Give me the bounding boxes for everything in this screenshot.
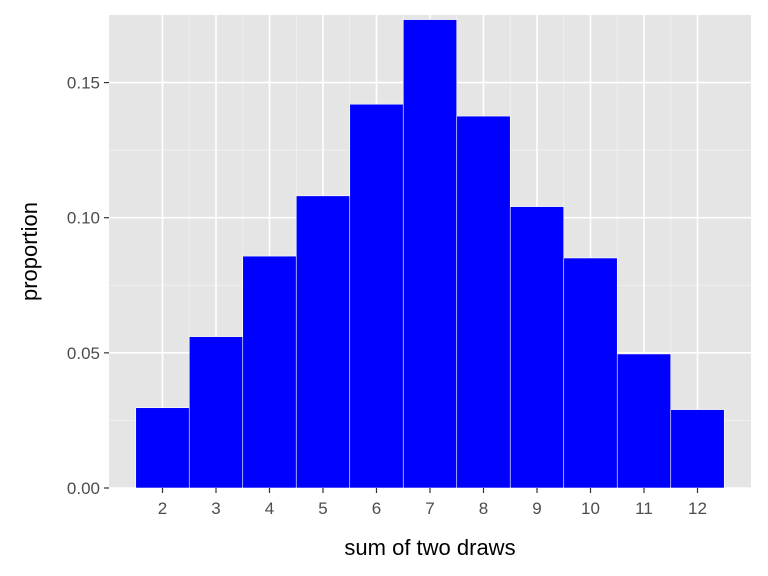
bar-4 <box>242 255 297 489</box>
y-axis-title: proportion <box>17 202 42 301</box>
bars <box>135 19 725 489</box>
x-tick-label: 10 <box>581 499 600 518</box>
x-axis: 2 3 4 5 6 7 8 9 10 11 12 <box>158 488 707 518</box>
bar-12 <box>670 409 725 489</box>
x-tick-label: 6 <box>372 499 381 518</box>
bar-2 <box>135 407 190 489</box>
x-tick-label: 4 <box>265 499 274 518</box>
bar-8 <box>456 115 511 489</box>
x-tick-label: 9 <box>532 499 541 518</box>
bar-10 <box>563 257 618 489</box>
x-tick-label: 11 <box>635 499 653 518</box>
y-axis: 0.00 0.05 0.10 0.15 <box>67 74 109 498</box>
bar-6 <box>349 103 404 489</box>
x-tick-label: 3 <box>211 499 220 518</box>
bar-7 <box>402 19 458 489</box>
x-tick-label: 2 <box>158 499 167 518</box>
y-tick-label: 0.00 <box>67 479 100 498</box>
x-tick-label: 7 <box>425 499 434 518</box>
x-tick-label: 5 <box>318 499 327 518</box>
y-tick-label: 0.15 <box>67 74 100 93</box>
y-tick-label: 0.10 <box>67 209 100 228</box>
bar-11 <box>616 353 672 489</box>
bar-9 <box>509 206 565 489</box>
x-axis-title: sum of two draws <box>344 535 515 560</box>
x-tick-label: 8 <box>479 499 488 518</box>
x-tick-label: 12 <box>688 499 707 518</box>
bar-3 <box>188 336 244 489</box>
y-tick-label: 0.05 <box>67 344 100 363</box>
bar-5 <box>295 195 351 489</box>
